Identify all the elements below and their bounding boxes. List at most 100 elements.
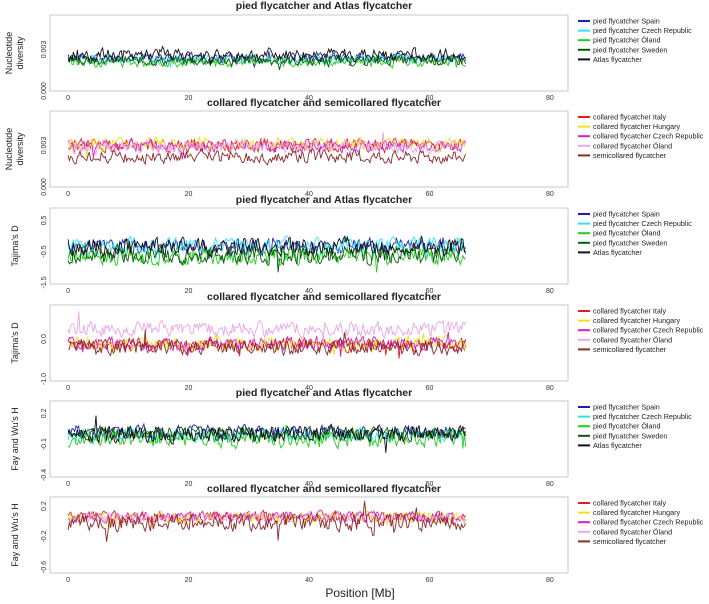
panel-title: pied flycatcher and Atlas flycatcher [236, 194, 412, 206]
x-tick-label: 40 [305, 385, 313, 392]
x-tick-label: 0 [66, 288, 70, 295]
y-tick-label: 0.003 [41, 137, 48, 155]
panel-6: collared flycatcher and semicollared fly… [10, 483, 704, 584]
panel-4: collared flycatcher and semicollared fly… [10, 291, 704, 392]
x-tick-label: 60 [426, 481, 434, 488]
legend-entry: collared flycatcher Öland [593, 527, 672, 536]
x-tick-label: 20 [185, 191, 193, 198]
legend-entry: Atlas flycatcher [593, 55, 642, 64]
y-tick-label: 0.000 [41, 178, 48, 196]
series-line [67, 45, 466, 66]
series-line [67, 132, 466, 157]
legend-entry: collared flycatcher Italy [593, 499, 667, 508]
legend-entry: pied flycatcher Öland [593, 229, 661, 238]
series-line [67, 500, 467, 542]
plot-frame [49, 14, 569, 92]
x-tick-label: 80 [546, 481, 554, 488]
legend-entry: semicollared flycatcher [593, 537, 667, 546]
series-line [67, 234, 466, 262]
legend-entry: Atlas flycatcher [593, 248, 642, 257]
legend-entry: collared flycatcher Hungary [593, 508, 680, 517]
series-line [67, 242, 466, 273]
x-tick-label: 20 [185, 577, 193, 584]
y-tick-label: -0.2 [41, 530, 48, 542]
series-line [67, 234, 466, 259]
x-tick-label: 0 [66, 577, 70, 584]
legend-entry: Atlas flycatcher [593, 441, 642, 450]
x-tick-label: 40 [305, 95, 313, 102]
y-axis-label: Nucleotide [4, 128, 14, 171]
series-line [67, 415, 467, 453]
panel-2: collared flycatcher and semicollared fly… [4, 97, 704, 198]
y-tick-label: -0.1 [41, 438, 48, 450]
legend-entry: collared flycatcher Öland [593, 141, 672, 150]
panel-5: pied flycatcher and Atlas flycatcher 0 20 4… [10, 387, 692, 488]
series-line [67, 244, 466, 273]
y-axis-label: Tajima's D [10, 322, 20, 364]
y-tick-label: 0.0 [41, 334, 48, 344]
x-tick-label: 20 [185, 385, 193, 392]
y-tick-label: 0.2 [41, 501, 48, 511]
x-tick-label: 0 [66, 191, 70, 198]
plot-frame [49, 496, 569, 574]
x-tick-label: 40 [305, 191, 313, 198]
series-line [68, 55, 466, 69]
x-tick-label: 0 [66, 385, 70, 392]
x-tick-label: 40 [305, 288, 313, 295]
y-tick-label: -0.6 [41, 561, 48, 573]
legend-entry: collared flycatcher Hungary [593, 316, 680, 325]
legend-entry: collared flycatcher Czech Republic [593, 326, 704, 335]
y-tick-label: -1.5 [41, 276, 48, 288]
panel-title: pied flycatcher and Atlas flycatcher [236, 0, 412, 12]
x-tick-label: 40 [305, 481, 313, 488]
x-tick-label: 20 [185, 481, 193, 488]
x-tick-label: 60 [426, 288, 434, 295]
x-tick-label: 60 [426, 191, 434, 198]
series-line [67, 54, 467, 71]
legend-entry: collared flycatcher Italy [593, 307, 667, 316]
legend-entry: collared flycatcher Czech Republic [593, 132, 704, 141]
x-tick-label: 80 [546, 385, 554, 392]
series-line [67, 511, 467, 524]
x-tick-label: 60 [426, 95, 434, 102]
legend-entry: pied flycatcher Spain [593, 210, 660, 219]
legend-entry: pied flycatcher Öland [593, 36, 661, 45]
panel-title: collared flycatcher and semicollared fly… [207, 97, 441, 109]
panel-title: pied flycatcher and Atlas flycatcher [236, 387, 412, 399]
x-tick-label: 60 [426, 577, 434, 584]
legend-entry: collared flycatcher Hungary [593, 122, 680, 131]
series-line [67, 329, 466, 357]
x-tick-label: 0 [66, 481, 70, 488]
y-axis-label: diversity [15, 36, 25, 70]
y-axis-label: Tajima's D [10, 225, 20, 267]
y-tick-label: 0.000 [41, 82, 48, 100]
panel-title: collared flycatcher and semicollared fly… [207, 483, 441, 495]
series-line [67, 236, 467, 259]
x-tick-label: 80 [546, 191, 554, 198]
x-tick-label: 40 [305, 577, 313, 584]
y-tick-label: 0.2 [41, 408, 48, 418]
y-tick-label: 0.5 [41, 215, 48, 225]
legend-entry: pied flycatcher Spain [593, 17, 660, 26]
x-tick-label: 20 [185, 95, 193, 102]
panel-1: pied flycatcher and Atlas flycatcher 0 20 4… [4, 0, 692, 102]
x-tick-label: 60 [426, 385, 434, 392]
legend-entry: semicollared flycatcher [593, 345, 667, 354]
x-tick-label: 0 [66, 95, 70, 102]
x-tick-label: 80 [546, 288, 554, 295]
y-axis-label: diversity [15, 132, 25, 166]
legend-entry: collared flycatcher Italy [593, 113, 667, 122]
legend-entry: pied flycatcher Sweden [593, 431, 667, 440]
y-axis-label: Nucleotide [4, 32, 14, 75]
legend-entry: pied flycatcher Czech Republic [593, 219, 692, 228]
legend-entry: collared flycatcher Czech Republic [593, 518, 704, 527]
y-tick-label: 0.003 [41, 41, 48, 59]
legend-entry: pied flycatcher Czech Republic [593, 26, 692, 35]
x-tick-label: 80 [546, 577, 554, 584]
series-line [67, 311, 467, 341]
y-tick-label: -0.4 [41, 469, 48, 481]
x-tick-label: 80 [546, 95, 554, 102]
legend-entry: collared flycatcher Öland [593, 335, 672, 344]
legend-entry: pied flycatcher Öland [593, 422, 661, 431]
